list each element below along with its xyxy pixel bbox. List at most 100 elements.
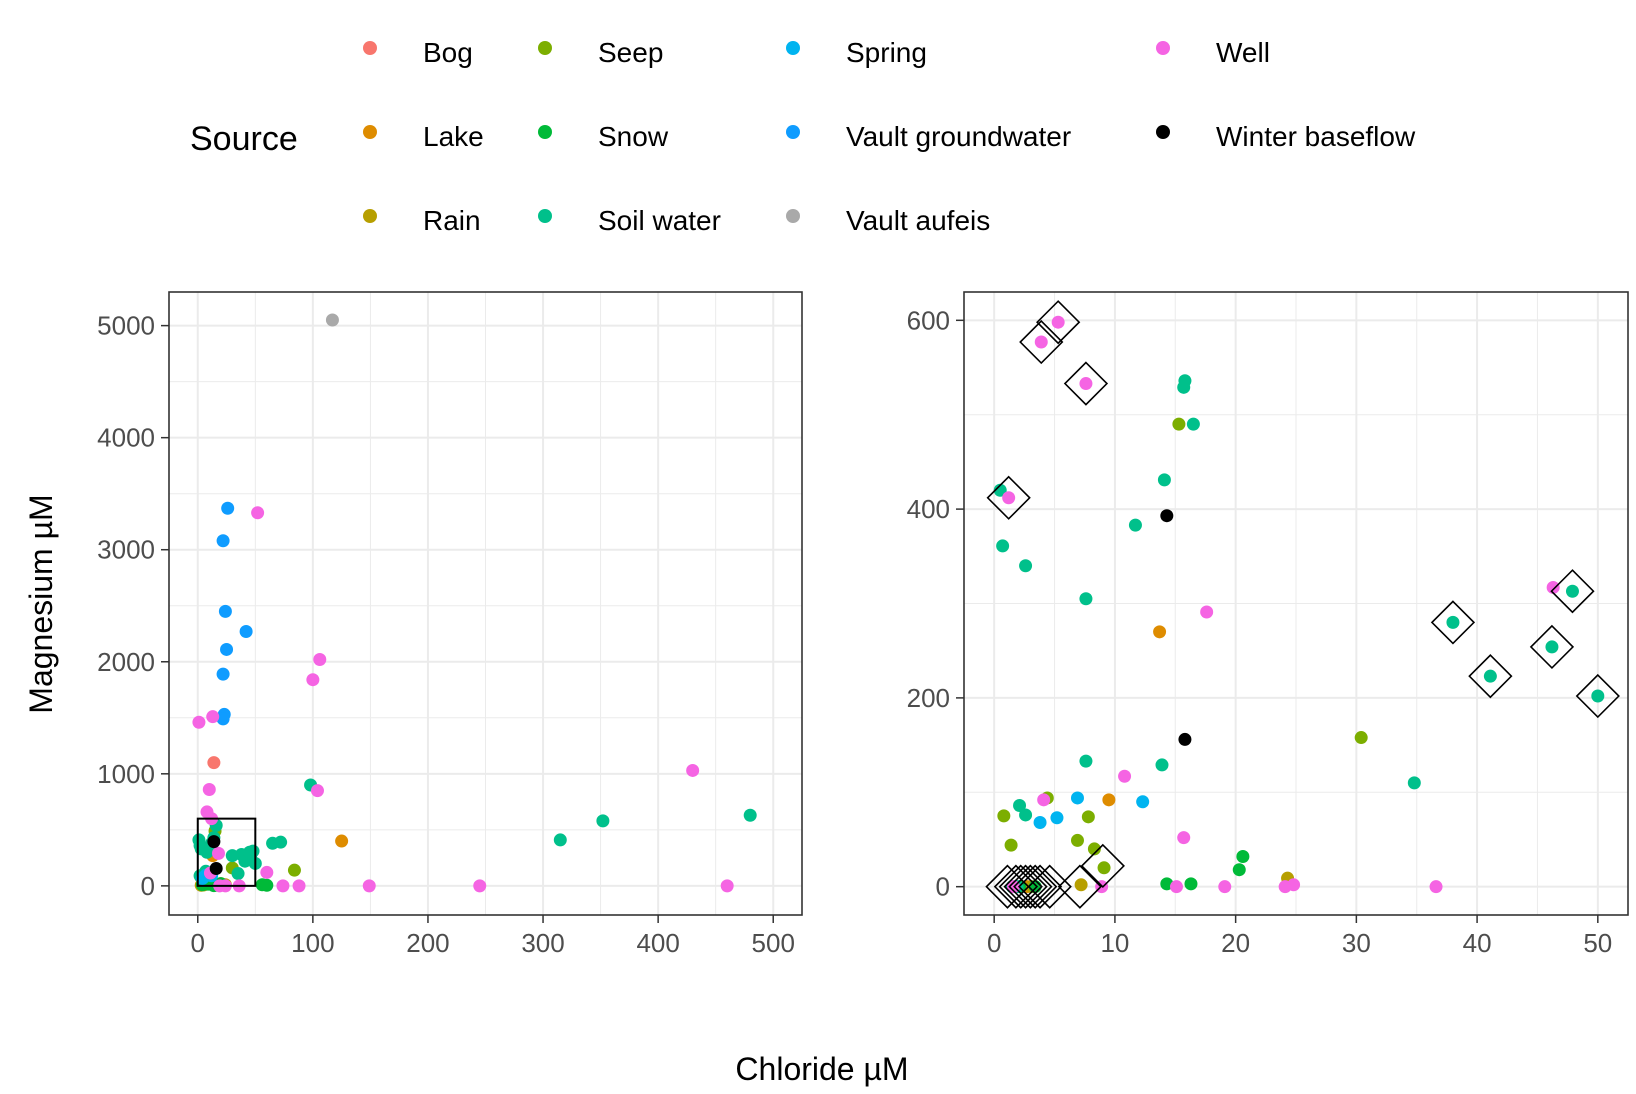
point-well: [313, 653, 327, 667]
highlight-diamond: [1529, 624, 1575, 670]
point-well: [276, 879, 290, 893]
point-vault-aufeis: [325, 313, 339, 327]
point-well: [1287, 878, 1301, 892]
point-soil-water: [274, 835, 288, 849]
point-soil-water: [243, 845, 257, 859]
highlight-markers: [985, 300, 1620, 909]
point-well: [1218, 880, 1232, 894]
highlight-diamond: [993, 864, 1039, 909]
point-soil-water: [1128, 518, 1142, 532]
point-well: [1051, 315, 1065, 329]
point-soil-water: [1407, 776, 1421, 790]
legend-key-well: [1156, 41, 1170, 55]
point-soil-water: [1019, 808, 1033, 822]
point-vault-groundwater: [221, 501, 235, 515]
legend-key-rain: [363, 209, 377, 223]
point-well: [1079, 377, 1093, 391]
highlight-diamond: [1575, 673, 1620, 719]
legend-key-vault-groundwater: [786, 125, 800, 139]
point-soil-water: [1019, 559, 1033, 573]
point-well: [1034, 335, 1048, 349]
point-lake: [335, 834, 349, 848]
legend-label-snow: Snow: [598, 121, 669, 152]
highlight-diamond: [1003, 864, 1048, 909]
x-tick-label: 300: [521, 928, 564, 958]
point-well: [1118, 769, 1132, 783]
point-well: [1037, 793, 1051, 807]
y-tick-label: 4000: [97, 423, 155, 453]
y-tick-label: 5000: [97, 311, 155, 341]
point-well: [206, 710, 220, 724]
point-soil-water: [1079, 754, 1093, 768]
legend-key-bog: [363, 41, 377, 55]
y-tick-label: 3000: [97, 535, 155, 565]
point-soil-water: [996, 539, 1010, 553]
point-well: [1429, 880, 1443, 894]
highlight-diamond: [1027, 864, 1072, 909]
point-soil-water: [225, 849, 239, 863]
point-well: [1002, 491, 1016, 505]
y-tick-label: 0: [141, 871, 155, 901]
point-soil-water: [1545, 640, 1559, 654]
data-points: [192, 313, 757, 893]
highlight-diamond: [1036, 300, 1081, 345]
panel-border: [963, 291, 1629, 916]
y-tick-label: 200: [907, 683, 950, 713]
point-soil-water: [993, 483, 1007, 497]
legend-entries: Bog Lake Rain Seep Snow Soil water Spring Vault…: [363, 37, 1416, 236]
data-points: [993, 315, 1605, 894]
point-well: [473, 879, 487, 893]
point-winter-baseflow: [209, 861, 223, 875]
point-snow: [1232, 863, 1246, 877]
point-lake: [1153, 625, 1167, 639]
legend-label-vault-groundwater: Vault groundwater: [846, 121, 1071, 152]
point-vault-groundwater: [216, 534, 230, 548]
grid: [169, 292, 802, 915]
zoom-region-box: [196, 817, 257, 887]
legend-label-spring: Spring: [846, 37, 927, 68]
point-well: [310, 784, 324, 798]
point-well: [202, 783, 216, 797]
point-seep: [1354, 731, 1368, 745]
highlight-diamond: [986, 475, 1031, 520]
x-tick-label: 0: [987, 928, 1001, 958]
point-well: [1169, 880, 1183, 894]
panel-border: [168, 291, 803, 916]
y-tick-label: 2000: [97, 647, 155, 677]
x-tick-label: 0: [191, 928, 205, 958]
legend-label-vault-aufeis: Vault aufeis: [846, 205, 990, 236]
panel-right: 0 10 20 30 40 50 0 200 400 600: [907, 291, 1629, 958]
highlight-diamond: [1017, 864, 1063, 909]
point-seep: [1081, 810, 1095, 824]
legend-label-soil-water: Soil water: [598, 205, 721, 236]
point-soil-water: [1079, 592, 1093, 606]
point-well: [1177, 831, 1191, 845]
point-vault-groundwater: [218, 604, 232, 618]
legend-key-winter-baseflow: [1156, 125, 1170, 139]
legend-key-vault-aufeis: [786, 209, 800, 223]
x-tick-label: 20: [1221, 928, 1250, 958]
point-soil-water: [553, 833, 567, 847]
highlight-diamond: [1057, 864, 1103, 909]
point-soil-water: [194, 842, 208, 856]
point-seep: [287, 863, 301, 877]
point-rain: [1074, 878, 1088, 892]
highlight-diamond: [1008, 864, 1053, 909]
legend: Source Bog Lake Rain Seep Snow Soil water Spri…: [190, 37, 1416, 236]
point-snow: [1184, 877, 1198, 891]
highlight-diamond: [1013, 864, 1058, 909]
point-seep: [1172, 417, 1186, 431]
legend-key-snow: [538, 125, 552, 139]
point-winter-baseflow: [1178, 732, 1192, 746]
y-axis-title: Magnesium µM: [23, 494, 59, 713]
point-winter-baseflow: [207, 835, 221, 849]
legend-label-well: Well: [1216, 37, 1270, 68]
point-soil-water: [1177, 380, 1191, 394]
x-tick-label: 10: [1100, 928, 1129, 958]
x-tick-label: 100: [291, 928, 334, 958]
legend-key-spring: [786, 41, 800, 55]
point-snow: [1028, 880, 1042, 894]
point-seep: [1070, 833, 1084, 847]
point-well: [260, 865, 274, 879]
